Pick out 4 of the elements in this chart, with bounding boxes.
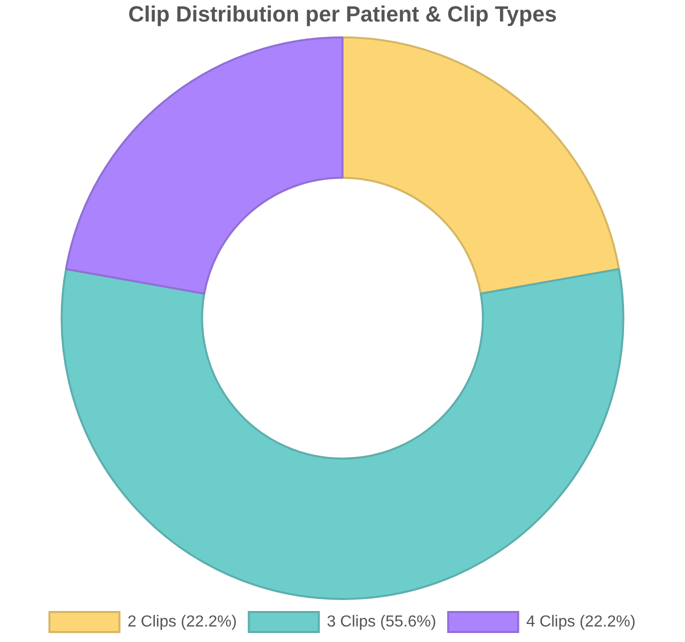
- legend-label: 3 Clips (55.6%): [326, 613, 436, 630]
- legend-label: 4 Clips (22.2%): [526, 613, 636, 630]
- chart-title: Clip Distribution per Patient & Clip Types: [128, 1, 557, 26]
- legend-label: 2 Clips (22.2%): [127, 613, 237, 630]
